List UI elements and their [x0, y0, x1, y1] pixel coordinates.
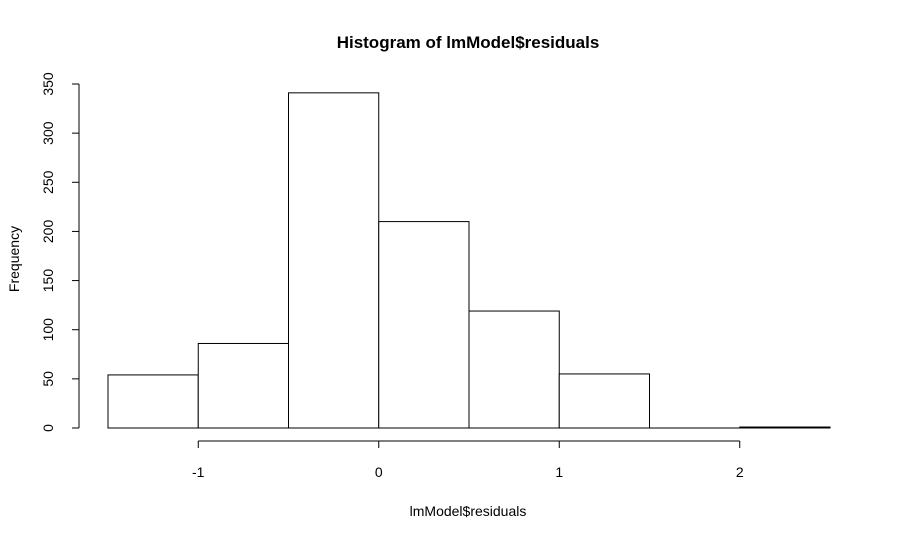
x-tick-label: -1 — [192, 464, 205, 480]
y-tick-label: 150 — [40, 269, 56, 293]
histogram-bar-2 — [197, 342, 289, 429]
y-tick-label: 0 — [40, 424, 56, 432]
histogram-bar-1 — [107, 374, 199, 429]
x-axis-label: lmModel$residuals — [410, 503, 527, 519]
x-tick-label: 2 — [736, 464, 744, 480]
y-tick-label: 50 — [40, 371, 56, 387]
chart-title: Histogram of lmModel$residuals — [337, 33, 600, 52]
bars-group — [107, 92, 831, 429]
histogram-bar-6 — [558, 373, 650, 429]
y-axis: 0 50 100 150 200 250 300 350 — [40, 72, 80, 432]
y-tick-label: 200 — [40, 220, 56, 244]
y-tick-label: 250 — [40, 170, 56, 194]
histogram-bar-5 — [468, 310, 560, 429]
y-axis-label: Frequency — [6, 226, 22, 292]
histogram-bar-4 — [378, 221, 470, 429]
histogram-bar-8 — [739, 426, 831, 429]
histogram-bar-3 — [288, 92, 380, 429]
y-tick-label: 300 — [40, 121, 56, 145]
y-tick-label: 350 — [40, 72, 56, 96]
x-tick-label: 0 — [375, 464, 383, 480]
x-tick-label: 1 — [555, 464, 563, 480]
x-axis: -1 0 1 2 — [192, 440, 744, 480]
y-tick-label: 100 — [40, 318, 56, 342]
